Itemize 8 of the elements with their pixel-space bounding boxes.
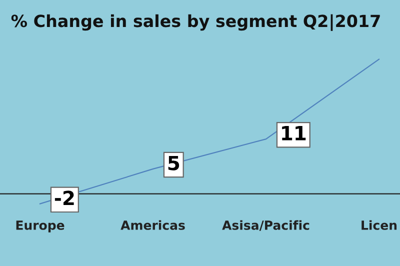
x-tick-label: Asisa/Pacific (222, 220, 310, 231)
chart-title: % Change in sales by segment Q2|2017 (11, 14, 380, 31)
data-label: 5 (168, 156, 180, 170)
data-label: 11 (282, 126, 306, 140)
x-tick-label: Europe (16, 220, 64, 232)
x-tick-label: Licen (362, 220, 397, 230)
x-tick-label: Americas (120, 220, 185, 230)
data-label: -2 (54, 190, 74, 206)
